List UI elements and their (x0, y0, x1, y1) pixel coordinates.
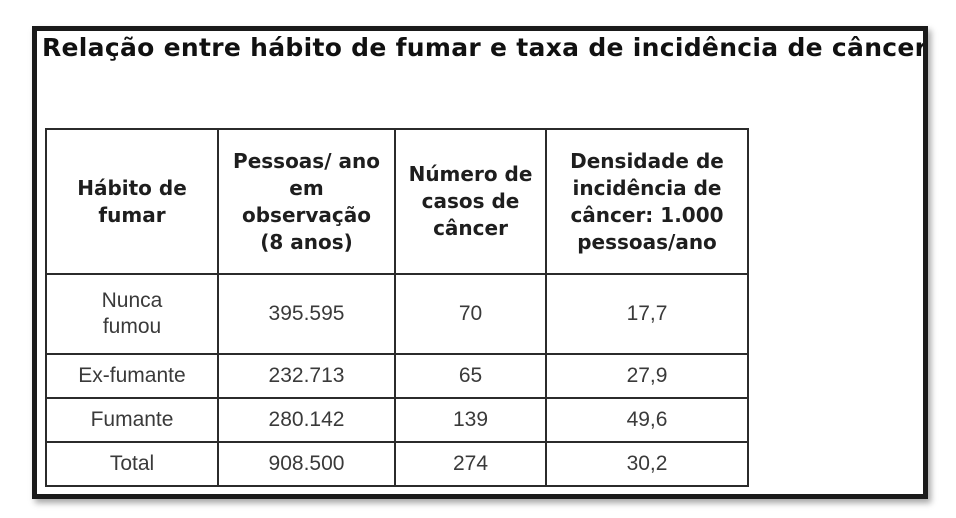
header-pessoas-ano: Pessoas/ ano em observação (8 anos) (217, 128, 396, 275)
cell-densidade: 30,2 (545, 441, 749, 487)
header-densidade: Densidade de incidência de câncer: 1.000… (545, 128, 749, 275)
cell-numero-casos: 70 (394, 273, 547, 355)
cell-habito: Nunca fumou (45, 273, 219, 355)
table-row: Nunca fumou 395.595 70 17,7 (45, 273, 749, 355)
table-title: Relação entre hábito de fumar e taxa de … (42, 33, 928, 62)
cell-habito: Ex-fumante (45, 353, 219, 399)
cell-densidade: 49,6 (545, 397, 749, 443)
cell-pessoas-ano: 280.142 (217, 397, 396, 443)
table-row: Ex-fumante 232.713 65 27,9 (45, 353, 749, 399)
cell-numero-casos: 274 (394, 441, 547, 487)
table-row: Total 908.500 274 30,2 (45, 441, 749, 487)
header-row: Hábito de fumar Pessoas/ ano em observaç… (45, 128, 749, 275)
cell-numero-casos: 65 (394, 353, 547, 399)
cell-pessoas-ano: 232.713 (217, 353, 396, 399)
cell-densidade: 17,7 (545, 273, 749, 355)
cell-densidade: 27,9 (545, 353, 749, 399)
cell-habito: Fumante (45, 397, 219, 443)
table-row: Fumante 280.142 139 49,6 (45, 397, 749, 443)
cell-pessoas-ano: 908.500 (217, 441, 396, 487)
header-habito: Hábito de fumar (45, 128, 219, 275)
figure-frame: Relação entre hábito de fumar e taxa de … (32, 26, 928, 499)
data-table: Hábito de fumar Pessoas/ ano em observaç… (45, 128, 749, 487)
header-numero-casos: Número de casos de câncer (394, 128, 547, 275)
cell-numero-casos: 139 (394, 397, 547, 443)
cell-pessoas-ano: 395.595 (217, 273, 396, 355)
cell-habito: Total (45, 441, 219, 487)
